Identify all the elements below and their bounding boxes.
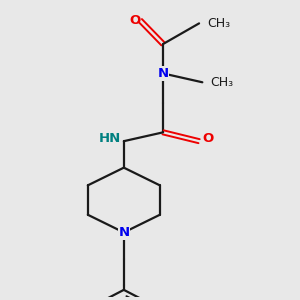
Text: CH₃: CH₃ <box>207 17 230 30</box>
Text: O: O <box>202 132 214 145</box>
Text: HN: HN <box>98 132 121 145</box>
Text: O: O <box>130 14 141 27</box>
Text: N: N <box>118 226 129 239</box>
Text: CH₃: CH₃ <box>211 76 234 89</box>
Text: N: N <box>158 67 169 80</box>
